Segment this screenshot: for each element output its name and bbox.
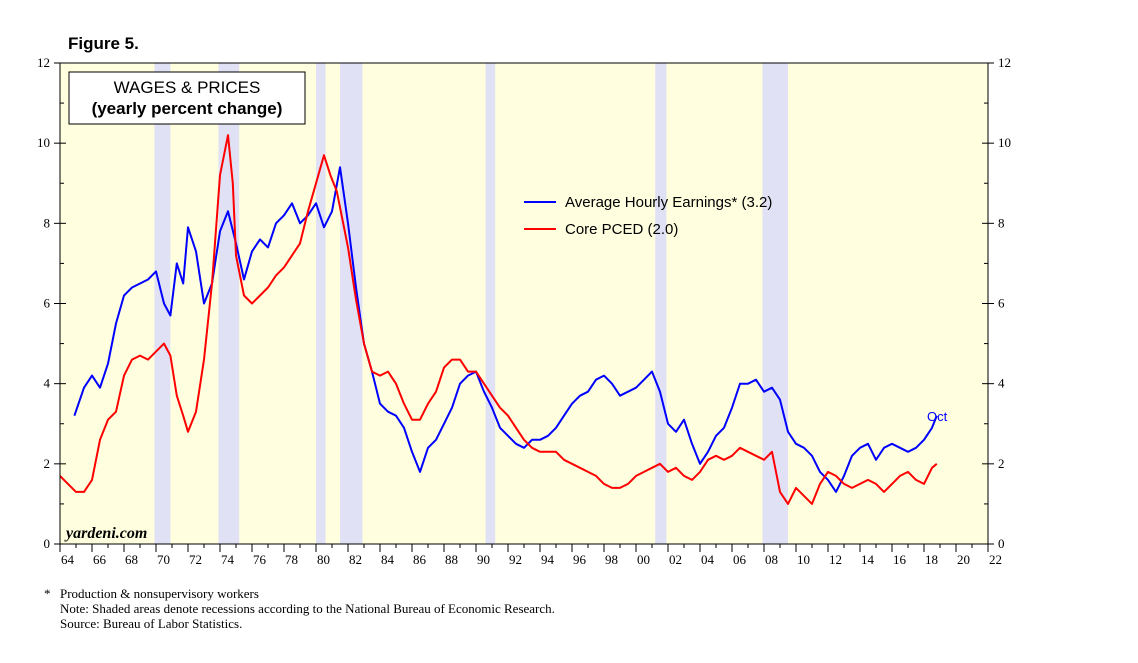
x-tick-label: 12 [829,552,842,567]
x-tick-label: 90 [477,552,490,567]
y-tick-label-left: 4 [44,376,51,391]
recession-band [340,63,363,544]
plot-background [60,63,988,544]
chart-title: WAGES & PRICES [114,78,261,97]
legend-label-pced: Core PCED (2.0) [565,221,678,238]
footnote-star-note: Production & nonsupervisory workers [60,586,259,601]
brand-watermark: yardeni.com [64,525,147,542]
x-tick-label: 10 [797,552,810,567]
title-box: WAGES & PRICES (yearly percent change) [68,71,306,125]
y-axis-right: 0 2 4 6 8 10 12 [998,55,1011,551]
x-tick-label: 66 [93,552,107,567]
x-tick-label: 80 [317,552,330,567]
y-tick-label-right: 2 [998,456,1005,471]
x-tick-label: 68 [125,552,138,567]
chart-subtitle: (yearly percent change) [92,99,283,118]
footnote-note: Note: Shaded areas denote recessions acc… [60,601,555,616]
x-tick-label: 18 [925,552,938,567]
x-tick-label: 06 [733,552,747,567]
footnotes: * Production & nonsupervisory workers Not… [44,586,555,631]
x-axis: 64 66 68 70 72 74 76 78 80 82 84 86 88 90 92 94 96 98 00 02… [61,552,1002,567]
footnote-star: * [44,586,51,601]
recession-band [655,63,667,544]
y-tick-label-left: 8 [44,215,51,230]
figure-label: Figure 5. [68,34,139,53]
recession-band [218,63,240,544]
x-tick-label: 84 [381,552,395,567]
legend: Average Hourly Earnings* (3.2) Core PCED… [524,194,772,238]
x-tick-label: 00 [637,552,650,567]
x-tick-label: 94 [541,552,555,567]
recession-band [154,63,171,544]
y-tick-label-right: 4 [998,376,1005,391]
x-tick-label: 86 [413,552,427,567]
x-tick-label: 82 [349,552,362,567]
y-tick-label-left: 10 [37,135,50,150]
x-tick-label: 88 [445,552,458,567]
y-axis-left: 0 2 4 6 8 10 12 [37,55,51,551]
x-tick-label: 96 [573,552,587,567]
y-tick-label-left: 6 [44,296,51,311]
recession-band [485,63,496,544]
x-tick-label: 14 [861,552,875,567]
recession-bands [154,63,788,544]
x-tick-label: 64 [61,552,75,567]
x-tick-label: 22 [989,552,1002,567]
end-annotation: Oct [927,409,948,424]
y-tick-label-right: 8 [998,215,1005,230]
x-tick-label: 02 [669,552,682,567]
y-tick-label-left: 12 [37,55,50,70]
x-tick-label: 76 [253,552,267,567]
series-line-pced [60,134,938,505]
x-tick-label: 08 [765,552,778,567]
x-tick-label: 92 [509,552,522,567]
x-tick-label: 78 [285,552,298,567]
y-tick-label-right: 6 [998,296,1005,311]
plot-frame [59,62,989,545]
y-tick-label-left: 0 [44,536,51,551]
y-tick-label-right: 12 [998,55,1011,70]
x-tick-label: 16 [893,552,907,567]
x-tick-label: 04 [701,552,715,567]
y-tick-label-right: 0 [998,536,1005,551]
x-tick-label: 70 [157,552,170,567]
x-tick-label: 98 [605,552,618,567]
y-tick-label-right: 10 [998,135,1011,150]
x-tick-label: 20 [957,552,970,567]
x-tick-label: 72 [189,552,202,567]
footnote-source: Source: Bureau of Labor Statistics. [60,616,243,631]
x-tick-label: 74 [221,552,235,567]
legend-label-earnings: Average Hourly Earnings* (3.2) [565,194,772,211]
recession-band [316,63,326,544]
y-tick-label-left: 2 [44,456,51,471]
